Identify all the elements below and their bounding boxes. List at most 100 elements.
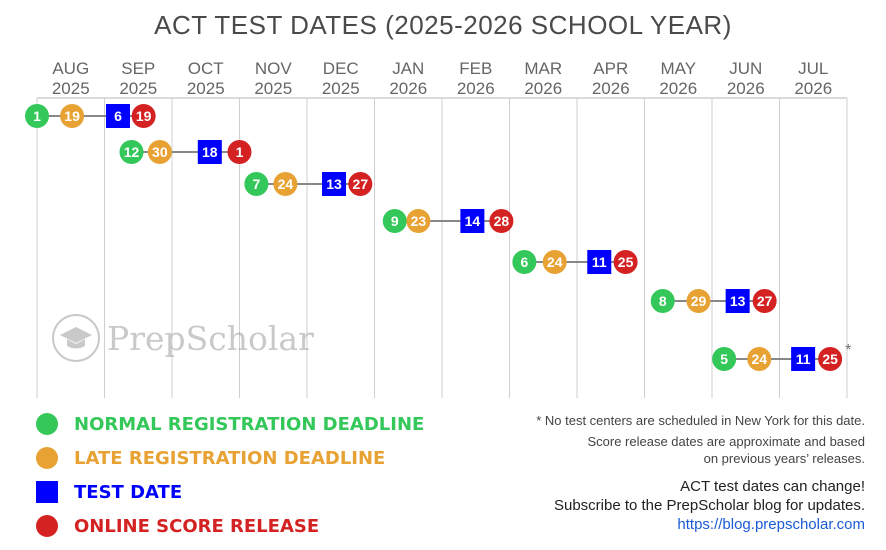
year-label: 2026	[524, 79, 562, 98]
year-label: 2025	[187, 79, 225, 98]
normal-deadline-marker	[25, 104, 49, 128]
footnote-score-release-1: Score release dates are approximate and …	[587, 434, 865, 449]
test-date-label: 18	[202, 144, 218, 160]
late-deadline-marker	[406, 209, 431, 233]
score-release-marker	[818, 347, 843, 371]
test-date-marker	[322, 172, 346, 196]
year-label: 2026	[794, 79, 832, 98]
normal-deadline-marker	[244, 172, 269, 196]
month-label: AUG	[52, 59, 89, 78]
update-notice: ACT test dates can change!	[680, 478, 865, 495]
month-label: NOV	[255, 59, 293, 78]
late-date-label: 23	[411, 213, 427, 229]
test-date-label: 13	[326, 176, 342, 192]
year-label: 2025	[254, 79, 292, 98]
legend-normal-registration: NORMAL REGISTRATION DEADLINE	[36, 413, 424, 435]
legend-marker-normal	[36, 413, 58, 435]
score-release-marker	[752, 289, 777, 313]
legend-test-date: TEST DATE	[36, 481, 182, 503]
test-date-marker	[725, 289, 750, 313]
year-label: 2026	[389, 79, 427, 98]
month-label: DEC	[323, 59, 359, 78]
footnote-new-york: * No test centers are scheduled in New Y…	[536, 413, 865, 428]
year-label: 2025	[52, 79, 90, 98]
score-release-marker	[348, 172, 373, 196]
late-deadline-marker	[542, 250, 567, 274]
normal-date-label: 8	[659, 293, 667, 309]
legend-marker-score	[36, 515, 58, 537]
normal-deadline-marker	[119, 140, 144, 164]
normal-date-label: 1	[33, 108, 41, 124]
test-date-marker	[460, 209, 485, 233]
test-date-label: 14	[465, 213, 481, 229]
late-deadline-marker	[273, 172, 298, 196]
month-label: MAR	[524, 59, 562, 78]
subscribe-notice: Subscribe to the PrepScholar blog for up…	[553, 497, 865, 514]
month-label: SEP	[121, 59, 155, 78]
normal-date-label: 7	[252, 176, 260, 192]
year-label: 2026	[592, 79, 630, 98]
month-label: MAY	[660, 59, 696, 78]
normal-date-label: 12	[124, 144, 140, 160]
test-date-marker	[791, 347, 816, 371]
test-date-marker	[587, 250, 612, 274]
test-date-label: 11	[796, 351, 811, 367]
test-date-label: 6	[114, 108, 122, 124]
month-label: JUN	[729, 59, 762, 78]
year-label: 2026	[457, 79, 495, 98]
year-label: 2026	[659, 79, 697, 98]
late-date-label: 30	[152, 144, 168, 160]
watermark-text: PrepScholar	[107, 318, 314, 358]
score-date-label: 27	[757, 293, 773, 309]
test-date-label: 11	[592, 254, 607, 270]
normal-date-label: 9	[391, 213, 399, 229]
late-date-label: 24	[751, 351, 767, 367]
score-date-label: 1	[236, 144, 244, 160]
test-date-label: 13	[730, 293, 746, 309]
score-release-marker	[131, 104, 156, 128]
blog-link[interactable]: https://blog.prepscholar.com	[677, 516, 865, 533]
score-date-label: 19	[136, 108, 152, 124]
footnote-score-release-2: on previous years’ releases.	[703, 451, 865, 466]
normal-date-label: 6	[520, 254, 528, 270]
test-date-marker	[106, 104, 130, 128]
late-date-label: 19	[64, 108, 80, 124]
legend-marker-late	[36, 447, 58, 469]
score-date-label: 27	[353, 176, 369, 192]
legend-label-score: ONLINE SCORE RELEASE	[74, 515, 320, 537]
score-date-label: 25	[618, 254, 634, 270]
legend-marker-test	[36, 481, 58, 503]
legend-online-score-release: ONLINE SCORE RELEASE	[36, 515, 319, 537]
normal-deadline-marker	[382, 209, 407, 233]
late-deadline-marker	[147, 140, 172, 164]
month-label: JUL	[798, 59, 828, 78]
late-deadline-marker	[686, 289, 711, 313]
legend-label-late: LATE REGISTRATION DEADLINE	[74, 447, 386, 469]
month-label: FEB	[459, 59, 492, 78]
score-release-marker	[613, 250, 638, 274]
score-date-label: 28	[494, 213, 510, 229]
late-date-label: 24	[547, 254, 563, 270]
normal-deadline-marker	[650, 289, 675, 313]
score-release-marker	[489, 209, 514, 233]
month-label: OCT	[188, 59, 224, 78]
chart-title: ACT TEST DATES (2025-2026 SCHOOL YEAR)	[154, 10, 732, 40]
prepscholar-watermark: PrepScholar	[51, 313, 314, 363]
score-date-label: 25	[822, 351, 838, 367]
legend-late-registration: LATE REGISTRATION DEADLINE	[36, 447, 385, 469]
year-label: 2026	[727, 79, 765, 98]
month-label: APR	[593, 59, 628, 78]
normal-date-label: 5	[720, 351, 728, 367]
graduation-cap-icon	[52, 314, 100, 362]
score-release-marker	[227, 140, 252, 164]
late-deadline-marker	[747, 347, 772, 371]
normal-deadline-marker	[512, 250, 537, 274]
year-label: 2025	[119, 79, 157, 98]
year-label: 2025	[322, 79, 360, 98]
month-label: JAN	[392, 59, 424, 78]
late-date-label: 24	[278, 176, 294, 192]
asterisk-marker: *	[845, 342, 851, 359]
normal-deadline-marker	[712, 347, 737, 371]
legend-label-test: TEST DATE	[74, 481, 183, 503]
timeline-chart: AUG2025SEP2025OCT2025NOV2025DEC2025JAN20…	[25, 59, 851, 398]
